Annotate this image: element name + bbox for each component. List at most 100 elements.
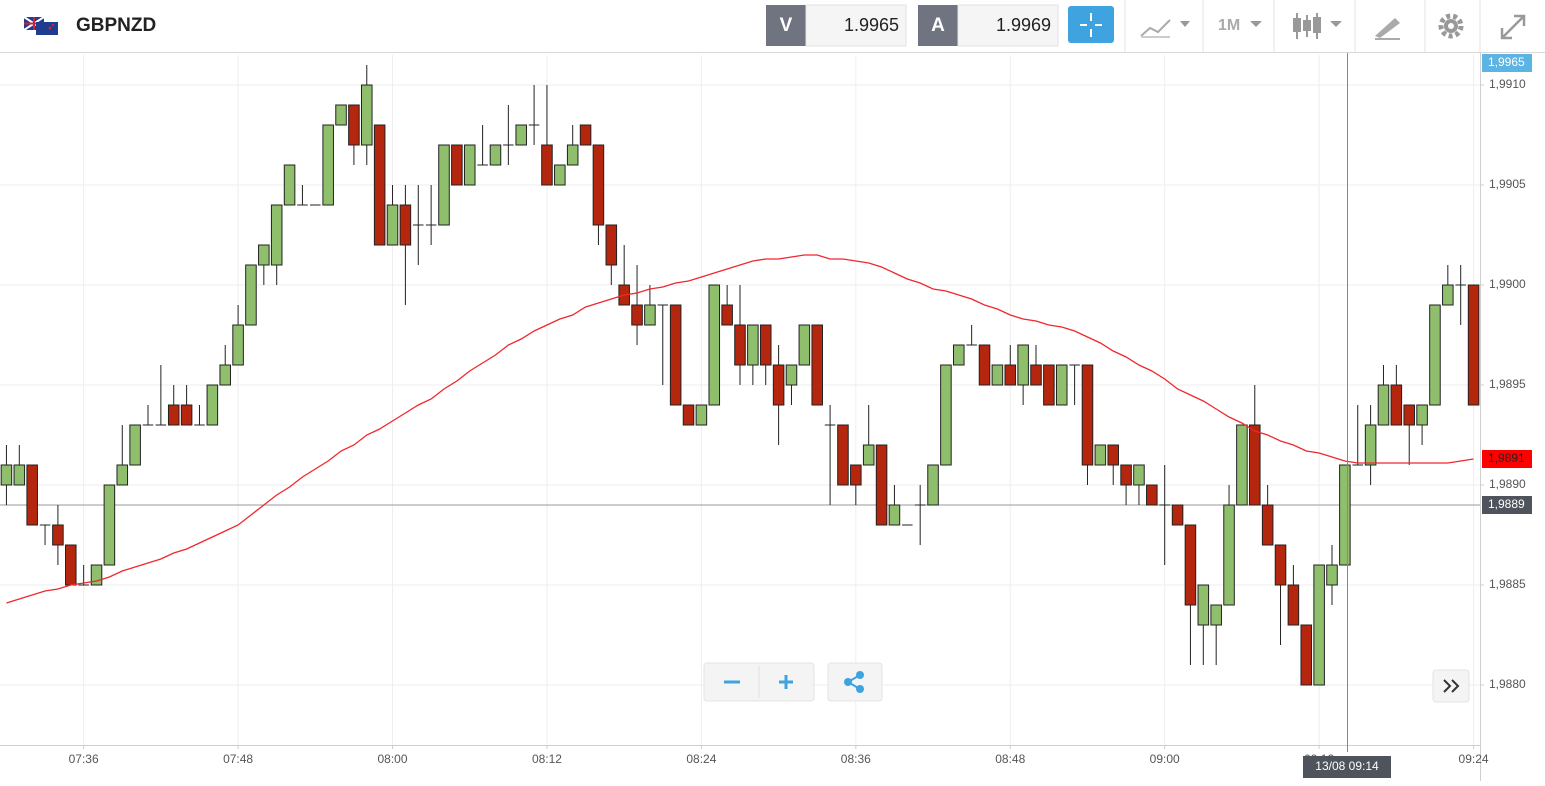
candle-body (747, 324, 759, 366)
candle-body (1313, 564, 1325, 686)
candle-body (1210, 604, 1222, 626)
share-button[interactable] (827, 662, 883, 702)
candle-body (1171, 504, 1184, 526)
candle-body (1287, 584, 1300, 626)
candle-body (103, 484, 116, 566)
buy-price[interactable]: 1.9969 (996, 15, 1051, 35)
sell-price[interactable]: 1.9965 (844, 15, 899, 35)
candle-body (759, 324, 772, 366)
candle-body (734, 324, 746, 366)
candle-body (1377, 384, 1390, 426)
candle-body (129, 424, 141, 466)
candle-body (206, 384, 219, 426)
x-tick-label: 07:48 (223, 752, 253, 766)
candle-body (850, 464, 862, 486)
candle-body (348, 104, 360, 146)
candle-body (13, 464, 26, 486)
scroll-end-button[interactable] (1432, 669, 1470, 703)
symbol: GBPNZD (76, 15, 156, 36)
x-tick-label: 08:24 (686, 752, 716, 766)
buy-label[interactable]: A (931, 15, 945, 36)
candle-body (515, 124, 527, 146)
candles-button[interactable] (1293, 13, 1342, 39)
candle-body (1467, 284, 1480, 406)
candle-body (258, 244, 270, 266)
candle-body (1390, 384, 1403, 426)
y-tick-label: 1,9910 (1489, 77, 1526, 91)
candle-body (1339, 464, 1351, 566)
crosshair-button[interactable] (1068, 6, 1114, 43)
buy-label-box[interactable] (918, 5, 958, 46)
candle-body (554, 164, 566, 186)
candle-body (1081, 364, 1094, 466)
candle-body (695, 404, 708, 426)
crosshair-price-label: 1,9889 (1488, 497, 1525, 511)
y-tick-label: 1,9890 (1489, 477, 1526, 491)
sell-label[interactable]: V (780, 15, 793, 36)
candle-body (335, 104, 347, 126)
candle-body (669, 304, 682, 406)
toolbar-separators (1124, 0, 1481, 52)
chart-type-button[interactable] (1140, 19, 1190, 38)
candle-body (167, 404, 180, 426)
timeframe[interactable]: 1M (1218, 17, 1240, 34)
candle-body (245, 264, 257, 326)
axes: 1,9910 1,9905 1,9900 1,9895 1,9890 1,9885 1,98… (69, 77, 1532, 766)
candle-body (1133, 464, 1145, 486)
candle-body (1274, 544, 1287, 586)
ma-tag: 1,9891 (1488, 451, 1525, 465)
candle-body (1055, 364, 1068, 406)
candle-body (940, 364, 952, 466)
y-tick-label: 1,9895 (1489, 377, 1526, 391)
draw-button[interactable] (1375, 18, 1400, 40)
buy-box[interactable] (957, 4, 1059, 47)
candle-body (682, 404, 695, 426)
candle-body (592, 144, 605, 226)
candle-body (1223, 504, 1235, 606)
candle-body (862, 444, 875, 466)
plot-area (0, 55, 1480, 745)
candle-body (361, 84, 373, 146)
candle-body (270, 204, 283, 266)
candle-body (1030, 364, 1042, 386)
price-tag-top: 1,9965 (1488, 55, 1525, 69)
crosshair-price-box (1482, 496, 1532, 514)
candle-body (978, 344, 991, 386)
x-tick-label: 08:48 (995, 752, 1025, 766)
candle-body (1261, 504, 1274, 546)
price-tag-top-box (1482, 54, 1532, 72)
x-tick-label: 08:12 (532, 752, 562, 766)
candle-body (283, 164, 296, 206)
sell-box[interactable] (805, 4, 907, 47)
sell-label-box[interactable] (766, 5, 806, 46)
candle-body (1236, 424, 1248, 506)
y-tick-label: 1,9880 (1489, 677, 1526, 691)
candle-body (52, 524, 64, 546)
candle-body (65, 544, 77, 586)
timeframe-arrow[interactable] (1250, 21, 1262, 27)
price-axis-bg (1480, 53, 1545, 781)
candle-body (373, 124, 386, 246)
x-tick-label: 09:24 (1459, 752, 1489, 766)
candle-body (1017, 344, 1029, 386)
candle-body (90, 564, 103, 586)
crosshair-time-label: 13/08 09:14 (1315, 759, 1379, 773)
candle-body (180, 404, 193, 426)
candle-body (1403, 404, 1415, 426)
candle-body (708, 284, 721, 406)
candle-body (772, 364, 785, 406)
candle-body (888, 504, 901, 526)
candle-body (1442, 284, 1454, 306)
candle-body (1416, 404, 1428, 426)
expand-button[interactable] (1500, 14, 1526, 40)
settings-button[interactable] (1438, 13, 1464, 39)
y-tick-label: 1,9900 (1489, 277, 1526, 291)
candle-body (399, 204, 412, 246)
zoom-in[interactable] (779, 675, 793, 689)
candle-body (579, 124, 592, 146)
candle-body (541, 144, 553, 186)
candle-body (991, 364, 1004, 386)
candle-body (1300, 624, 1313, 686)
